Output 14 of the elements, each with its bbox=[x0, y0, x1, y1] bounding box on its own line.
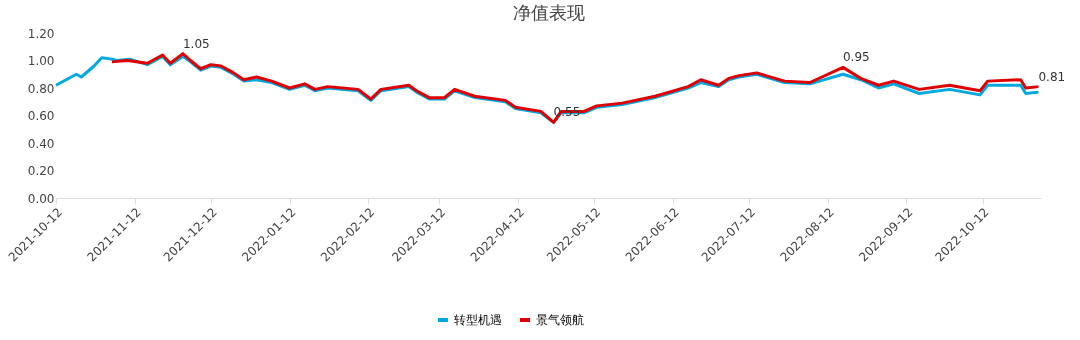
annotation: 1.05 bbox=[182, 36, 210, 51]
y-tick-label: 0.00 bbox=[27, 191, 55, 206]
legend-label: 景气领航 bbox=[536, 313, 584, 327]
annotation: 0.55 bbox=[553, 105, 581, 120]
annotation: 0.95 bbox=[842, 50, 870, 65]
y-tick-label: 0.20 bbox=[27, 164, 55, 178]
y-tick-label: 1.20 bbox=[27, 26, 55, 41]
y-tick-label: 0.40 bbox=[27, 136, 55, 151]
y-tick-label: 1.00 bbox=[27, 54, 55, 68]
y-tick-label: 0.80 bbox=[27, 81, 55, 96]
y-tick-label: 0.60 bbox=[27, 109, 55, 123]
chart-title: 净值表现 bbox=[512, 2, 585, 23]
annotation: 0.81 bbox=[1038, 69, 1066, 84]
legend-label: 转型机遇 bbox=[454, 313, 502, 327]
